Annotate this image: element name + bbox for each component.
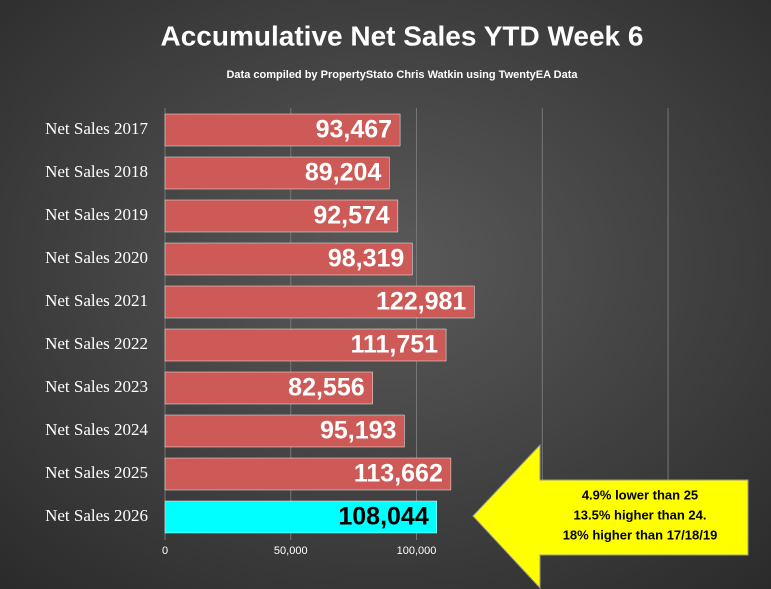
value-label: 122,981 <box>376 288 466 316</box>
value-label: 89,204 <box>305 159 382 187</box>
y-tick-label: Net Sales 2017 <box>45 119 148 138</box>
bar <box>164 414 405 448</box>
value-label: 92,574 <box>313 202 390 230</box>
bar <box>164 199 399 233</box>
annotation-line: 13.5% higher than 24. <box>574 507 707 522</box>
y-tick-label: Net Sales 2022 <box>45 334 148 353</box>
arrow <box>472 443 749 589</box>
bar <box>164 328 447 362</box>
bar <box>164 371 373 405</box>
value-label: 113,662 <box>354 460 443 488</box>
annotation-line: 18% higher than 17/18/19 <box>563 527 718 542</box>
bar <box>164 113 401 147</box>
y-tick-label: Net Sales 2023 <box>45 377 148 396</box>
x-tick-label: 50,000 <box>274 545 308 557</box>
bars: Net Sales 2017 93,467 Net Sales 2018 89,204… <box>45 113 475 534</box>
value-label: 95,193 <box>320 417 396 445</box>
chart-subtitle: Data compiled by PropertyStato Chris Wat… <box>226 69 578 81</box>
x-tick-label: 100,000 <box>397 545 437 557</box>
y-tick-label: Net Sales 2024 <box>45 420 148 439</box>
annotation: 4.9% lower than 25 13.5% higher than 24.… <box>472 443 749 589</box>
value-label: 93,467 <box>316 116 392 144</box>
y-tick-label: Net Sales 2025 <box>45 463 148 482</box>
value-label: 82,556 <box>288 374 364 402</box>
bar <box>164 457 452 491</box>
value-label: 98,319 <box>328 245 404 273</box>
bar <box>164 242 413 276</box>
bar <box>164 156 390 190</box>
y-tick-label: Net Sales 2018 <box>45 162 148 181</box>
y-tick-label: Net Sales 2019 <box>45 205 148 224</box>
value-label: 111,751 <box>350 331 438 359</box>
y-tick-label: Net Sales 2021 <box>45 291 148 310</box>
x-tick-label: 0 <box>162 545 168 557</box>
y-tick-label: Net Sales 2026 <box>45 506 148 525</box>
annotation-line: 4.9% lower than 25 <box>582 487 698 502</box>
bar <box>164 285 475 319</box>
chart-title: Accumulative Net Sales YTD Week 6 <box>161 20 644 51</box>
y-tick-label: Net Sales 2020 <box>45 248 148 267</box>
value-label: 108,044 <box>338 503 428 531</box>
bar <box>164 500 438 534</box>
